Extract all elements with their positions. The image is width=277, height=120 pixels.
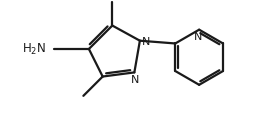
Text: N: N <box>194 32 202 42</box>
Text: H$_2$N: H$_2$N <box>22 41 46 57</box>
Text: N: N <box>131 75 139 85</box>
Text: N: N <box>142 36 150 47</box>
